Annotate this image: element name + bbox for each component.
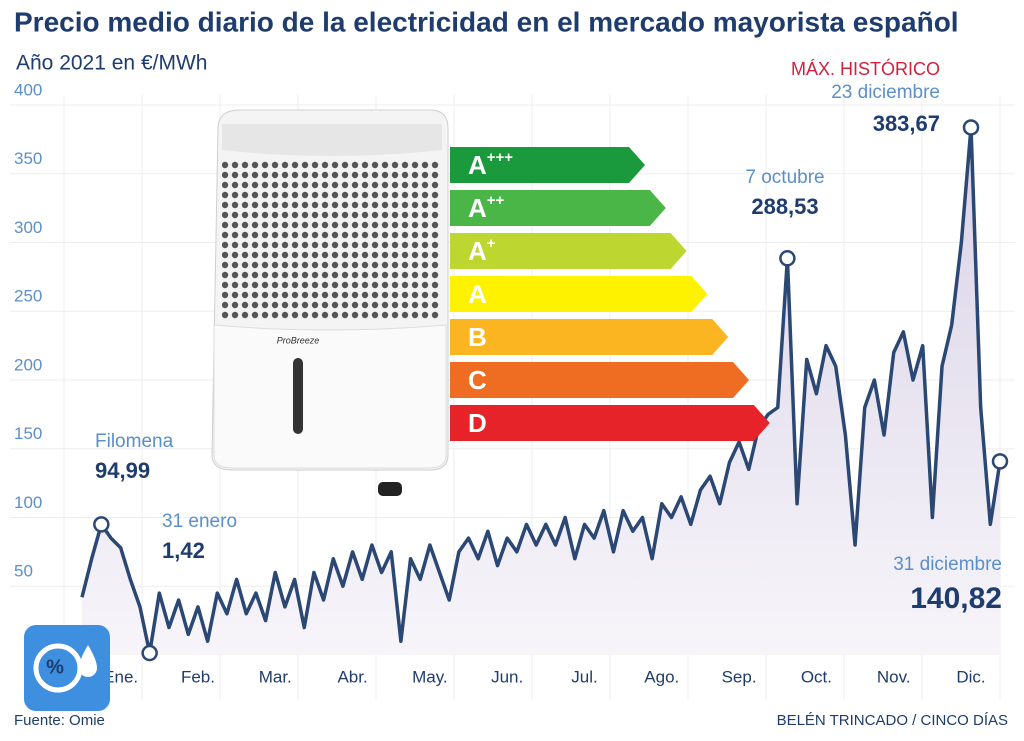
- energy-label: A+: [468, 235, 496, 266]
- y-tick-label: 250: [14, 287, 42, 306]
- energy-sup: +++: [487, 149, 514, 166]
- energy-bar: [450, 190, 666, 226]
- icon-text: %: [46, 656, 64, 678]
- annotation-point: [991, 453, 1009, 470]
- y-tick-label: 100: [14, 493, 42, 512]
- x-tick-label: Jun.: [491, 667, 523, 686]
- y-tick-label: 350: [14, 149, 42, 168]
- annotation-value: 94,99: [95, 458, 150, 483]
- x-tick-label: Sep.: [722, 667, 757, 686]
- energy-bar: [450, 233, 687, 269]
- energy-sup: +: [487, 235, 496, 252]
- y-tick-label: 150: [14, 424, 42, 443]
- area: [82, 127, 1000, 656]
- energy-bar: [450, 405, 770, 441]
- energy-bar: [450, 147, 645, 183]
- annotation-note: MÁX. HISTÓRICO: [791, 58, 940, 79]
- annotation-point: [93, 516, 110, 533]
- annotation-point: [962, 119, 980, 136]
- energy-label: B: [468, 322, 487, 352]
- source: Fuente: Omie: [14, 712, 105, 729]
- energy-letter: A: [468, 279, 487, 309]
- x-tick-label: Nov.: [877, 667, 911, 686]
- x-tick-label: Mar.: [259, 667, 292, 686]
- energy-bar: [450, 276, 708, 312]
- energy-sup: ++: [487, 192, 505, 209]
- x-tick-label: Oct.: [801, 667, 832, 686]
- annotation-label: 31 diciembre: [893, 554, 1002, 575]
- x-tick-label: May.: [412, 667, 448, 686]
- energy-bar: [450, 362, 749, 398]
- x-tick-label: Ene.: [103, 667, 138, 686]
- annotation-value: 1,42: [162, 538, 205, 563]
- icon-drop: [79, 645, 97, 677]
- device-panel: [222, 124, 442, 156]
- energy-label: A+++: [468, 149, 513, 180]
- plot: 50 100 150 200 250 300 350 400 Ene. Feb. Mar. Abr. M…: [10, 58, 1015, 700]
- energy-label: A: [468, 279, 487, 309]
- energy-letter: A: [468, 193, 487, 223]
- energy-letter: C: [468, 365, 487, 395]
- energy-label: C: [468, 365, 487, 395]
- device-window: [293, 358, 303, 434]
- annotation-value: 383,67: [873, 111, 940, 136]
- y-tick-label: 50: [14, 562, 33, 581]
- x-tick-label: Jul.: [571, 667, 597, 686]
- y-tick-label: 300: [14, 218, 42, 237]
- credit: BELÉN TRINCADO / CINCO DÍAS: [777, 712, 1008, 729]
- annotation-label: 23 diciembre: [831, 82, 940, 103]
- y-tick-label: 200: [14, 355, 42, 374]
- energy-bar: [450, 319, 729, 355]
- x-tick-label: Feb.: [181, 667, 215, 686]
- x-tick-label: Ago.: [644, 667, 679, 686]
- energy-label: D: [468, 408, 487, 438]
- energy-letter: D: [468, 408, 487, 438]
- energy-letter: B: [468, 322, 487, 352]
- energy-letter: A: [468, 150, 487, 180]
- x-tick-label: Dic.: [956, 667, 985, 686]
- device-tank: [213, 324, 447, 469]
- brand: ProBreeze: [277, 335, 320, 345]
- chart-subtitle: Año 2021 en €/MWh: [16, 52, 207, 75]
- annotation-label: 7 octubre: [745, 167, 824, 188]
- annotation-value: 140,82: [910, 582, 1002, 615]
- line: [80, 125, 1002, 655]
- annotation-label: 31 enero: [162, 511, 237, 532]
- x-tick-label: Abr.: [337, 667, 367, 686]
- device-grille: [222, 160, 440, 320]
- energy-label: A++: [468, 192, 505, 223]
- annotation-point: [141, 644, 158, 662]
- energy-letter: A: [468, 236, 487, 266]
- chart-title: Precio medio diario de la electricidad e…: [14, 6, 959, 37]
- annotation-value: 288,53: [751, 194, 818, 219]
- y-tick-label: 400: [14, 80, 42, 99]
- annotation-point: [779, 250, 796, 267]
- wheel: [378, 482, 402, 496]
- annotation-label: Filomena: [95, 431, 174, 452]
